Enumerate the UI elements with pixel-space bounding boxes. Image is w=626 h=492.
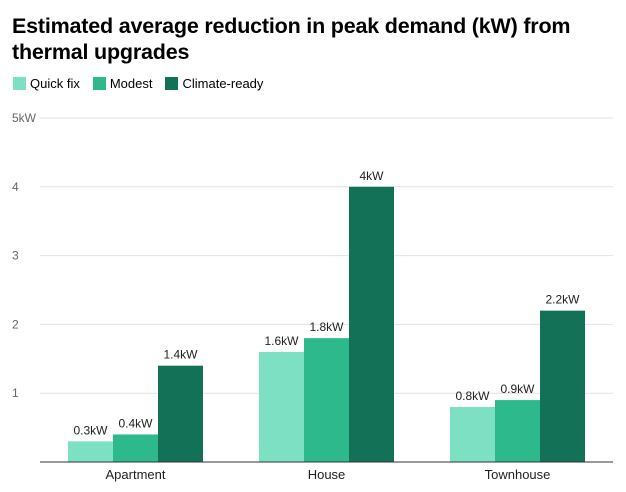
- legend-label: Quick fix: [30, 76, 80, 91]
- legend-item: Climate-ready: [165, 76, 263, 91]
- data-label: 0.9kW: [500, 382, 535, 396]
- data-label: 2.2kW: [545, 293, 580, 307]
- y-tick-label: 5kW: [12, 111, 37, 125]
- y-tick-label: 4: [12, 180, 19, 194]
- y-tick-label: 2: [12, 317, 19, 331]
- data-label: 1.4kW: [163, 348, 198, 362]
- bar: [540, 310, 585, 462]
- bar: [259, 351, 304, 462]
- data-label: 4kW: [360, 169, 385, 183]
- legend-label: Modest: [109, 76, 153, 91]
- legend-label: Climate-ready: [182, 76, 264, 91]
- data-label: 0.4kW: [118, 416, 153, 430]
- x-category-label: House: [308, 467, 346, 482]
- legend-swatch: [13, 77, 26, 90]
- chart-legend: Quick fix Modest Climate-ready: [13, 76, 276, 91]
- bar: [495, 400, 540, 462]
- data-label: 0.3kW: [73, 423, 108, 437]
- bar: [68, 441, 113, 462]
- y-tick-label: 3: [12, 249, 19, 263]
- bar: [158, 365, 203, 462]
- bar: [113, 434, 158, 462]
- legend-swatch: [165, 77, 179, 90]
- bar: [304, 338, 349, 462]
- x-category-label: Apartment: [106, 467, 166, 482]
- data-label: 1.8kW: [309, 320, 344, 334]
- legend-item: Modest: [92, 76, 153, 91]
- y-tick-label: 1: [12, 386, 19, 400]
- legend-swatch: [92, 77, 106, 90]
- legend-item: Quick fix: [13, 76, 80, 91]
- data-label: 0.8kW: [455, 389, 490, 403]
- bar: [349, 186, 394, 463]
- data-label: 1.6kW: [264, 334, 299, 348]
- bar: [450, 406, 495, 462]
- x-category-label: Townhouse: [485, 467, 551, 482]
- chart-title: Estimated average reduction in peak dema…: [12, 14, 571, 64]
